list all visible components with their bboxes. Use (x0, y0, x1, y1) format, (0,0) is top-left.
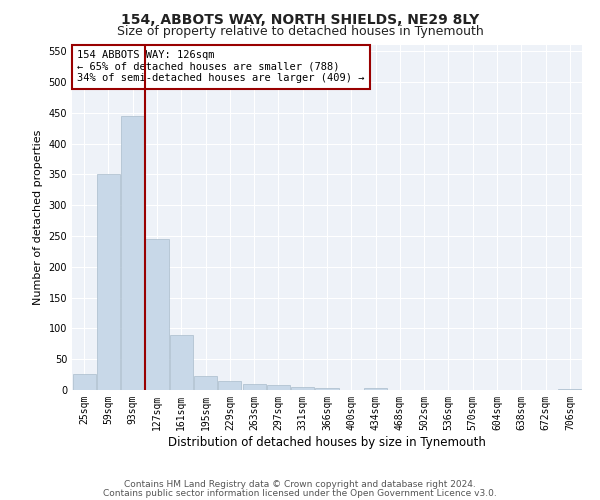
Text: Size of property relative to detached houses in Tynemouth: Size of property relative to detached ho… (116, 25, 484, 38)
Bar (242, 384, 266, 390)
Y-axis label: Number of detached properties: Number of detached properties (33, 130, 43, 305)
Bar (316, 388, 338, 390)
Bar (145, 239, 169, 390)
Bar (170, 334, 193, 390)
Text: 154, ABBOTS WAY, NORTH SHIELDS, NE29 8LY: 154, ABBOTS WAY, NORTH SHIELDS, NE29 8LY (121, 12, 479, 26)
Text: 154 ABBOTS WAY: 126sqm
← 65% of detached houses are smaller (788)
34% of semi-de: 154 ABBOTS WAY: 126sqm ← 65% of detached… (77, 50, 365, 84)
Bar (97, 174, 120, 390)
Text: Contains public sector information licensed under the Open Government Licence v3: Contains public sector information licen… (103, 488, 497, 498)
X-axis label: Distribution of detached houses by size in Tynemouth: Distribution of detached houses by size … (168, 436, 486, 448)
Bar (73, 374, 95, 390)
Bar (364, 388, 387, 390)
Bar (121, 116, 144, 390)
Text: Contains HM Land Registry data © Crown copyright and database right 2024.: Contains HM Land Registry data © Crown c… (124, 480, 476, 489)
Bar (218, 382, 241, 390)
Bar (194, 376, 217, 390)
Bar (267, 385, 290, 390)
Bar (291, 387, 314, 390)
Bar (559, 389, 581, 390)
